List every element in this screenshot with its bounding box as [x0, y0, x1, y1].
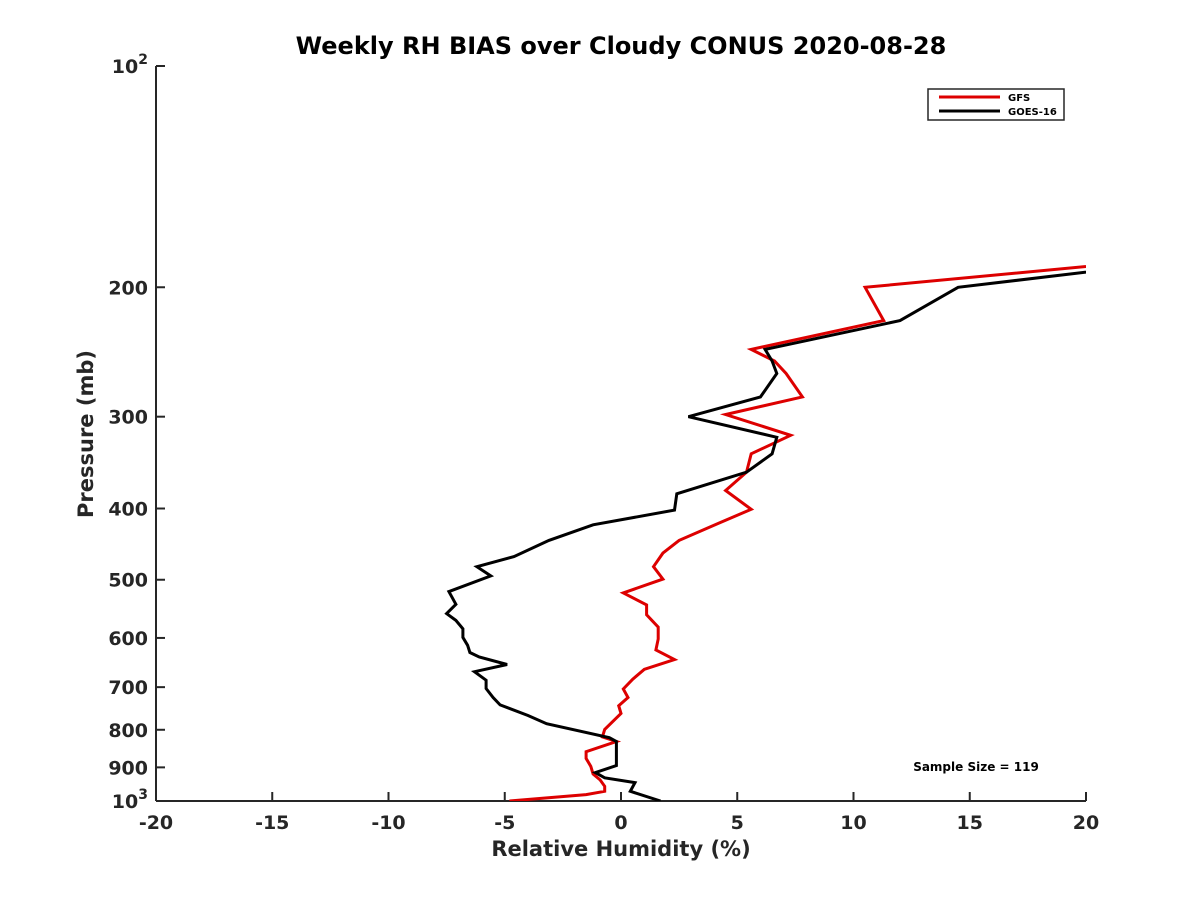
x-tick-label: 15 — [957, 812, 983, 834]
series-layer — [444, 264, 1086, 801]
y-tick-label: 600 — [108, 628, 148, 650]
legend-box — [927, 88, 1065, 121]
x-tick-label: -20 — [139, 812, 173, 834]
x-tick-label: 10 — [840, 812, 866, 834]
x-tick-label: 20 — [1073, 812, 1099, 834]
y-tick-label: 200 — [108, 277, 148, 299]
y-tick-label: 800 — [108, 720, 148, 742]
series-line-gfs — [509, 264, 1086, 801]
x-tick-label: -10 — [371, 812, 405, 834]
y-tick-label: 500 — [108, 570, 148, 592]
x-tick-label: -5 — [494, 812, 515, 834]
axes — [155, 66, 1086, 802]
y-ticks: 102 200 300 400 500 600 700 800 900 103 — [108, 52, 165, 813]
x-axis-label: Relative Humidity (%) — [491, 837, 750, 861]
x-ticks: -20 -15 -10 -5 0 5 10 15 20 — [139, 792, 1099, 834]
legend-label: GFS — [1008, 93, 1030, 104]
x-tick-label: 5 — [731, 812, 744, 834]
series-line-goes-16 — [444, 270, 1086, 801]
x-tick-label: -15 — [255, 812, 289, 834]
y-tick-label: 300 — [108, 407, 148, 429]
y-tick-label: 102 — [112, 52, 148, 78]
x-tick-label: 0 — [614, 812, 627, 834]
y-tick-label: 700 — [108, 677, 148, 699]
chart-title: Weekly RH BIAS over Cloudy CONUS 2020-08… — [296, 32, 947, 60]
legend-label: GOES-16 — [1008, 107, 1057, 118]
sample-size-label: Sample Size = 119 — [913, 760, 1039, 774]
y-axis-label: Pressure (mb) — [74, 350, 98, 518]
y-tick-label: 900 — [108, 757, 148, 779]
y-tick-label: 400 — [108, 499, 148, 521]
legend: GFS GOES-16 — [927, 88, 1065, 121]
y-tick-label: 103 — [112, 787, 148, 813]
